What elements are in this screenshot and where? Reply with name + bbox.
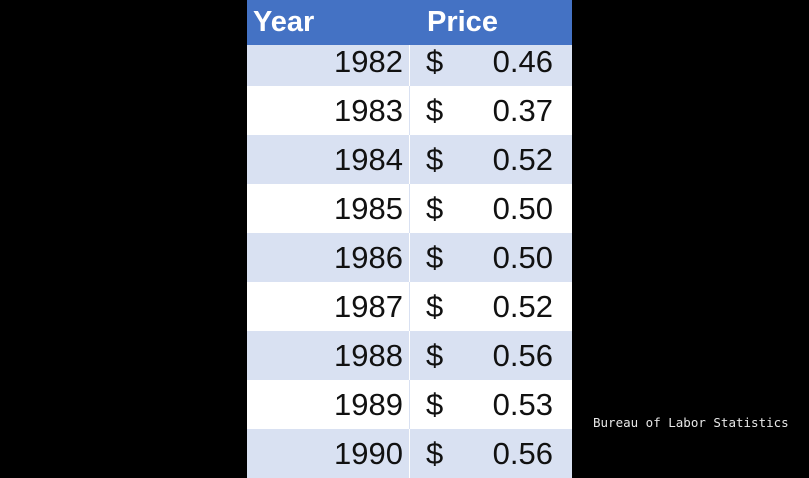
column-divider xyxy=(409,331,410,380)
year-cell: 1988 xyxy=(334,338,403,373)
price-cell: 0.52 xyxy=(492,289,553,324)
currency-cell: $ xyxy=(426,240,444,275)
price-cell: 0.46 xyxy=(492,44,553,79)
table-header: Year Price xyxy=(247,0,572,45)
price-cell: 0.56 xyxy=(492,436,553,471)
column-divider xyxy=(409,233,410,282)
currency-cell: $ xyxy=(426,191,444,226)
currency-cell: $ xyxy=(426,289,444,324)
currency-cell: $ xyxy=(426,338,444,373)
year-cell: 1987 xyxy=(334,289,403,324)
header-cell: Year xyxy=(253,6,315,38)
price-cell: 0.50 xyxy=(492,191,553,226)
year-cell: 1984 xyxy=(334,142,403,177)
table-row: 1990 $0.56 xyxy=(247,429,572,478)
table-row: 1988 $0.56 xyxy=(247,331,572,380)
year-cell: 1986 xyxy=(334,240,403,275)
table-row: 1985 $0.50 xyxy=(247,184,572,233)
price-cell: 0.56 xyxy=(492,338,553,373)
table-row: 1983 $0.37 xyxy=(247,86,572,135)
table-row: 1982 $0.46 xyxy=(247,37,572,86)
year-cell: 1985 xyxy=(334,191,403,226)
table-row: 1984 $0.52 xyxy=(247,135,572,184)
price-cell: 0.37 xyxy=(492,93,553,128)
price-cell: 0.53 xyxy=(492,387,553,422)
currency-cell: $ xyxy=(426,142,444,177)
year-cell: 1990 xyxy=(334,436,403,471)
currency-cell: $ xyxy=(426,93,444,128)
column-divider xyxy=(409,429,410,478)
column-divider xyxy=(409,282,410,331)
header-cell: Price xyxy=(427,6,498,38)
column-divider xyxy=(409,184,410,233)
column-divider xyxy=(409,37,410,86)
source-note: Bureau of Labor Statistics xyxy=(593,415,789,430)
column-divider xyxy=(409,86,410,135)
screen: 1982 $0.46 1983 $0.37 1984 $0.52 1985 $0.50 1986… xyxy=(247,0,789,478)
column-divider xyxy=(409,135,410,184)
year-cell: 1989 xyxy=(334,387,403,422)
price-cell: 0.50 xyxy=(492,240,553,275)
table-row: 1989 $0.53 xyxy=(247,380,572,429)
currency-cell: $ xyxy=(426,436,444,471)
year-cell: 1983 xyxy=(334,93,403,128)
currency-cell: $ xyxy=(426,387,444,422)
price-cell: 0.52 xyxy=(492,142,553,177)
table-row: 1986 $0.50 xyxy=(247,233,572,282)
year-cell: 1982 xyxy=(334,44,403,79)
column-divider xyxy=(409,380,410,429)
table-row: 1987 $0.52 xyxy=(247,282,572,331)
currency-cell: $ xyxy=(426,44,444,79)
